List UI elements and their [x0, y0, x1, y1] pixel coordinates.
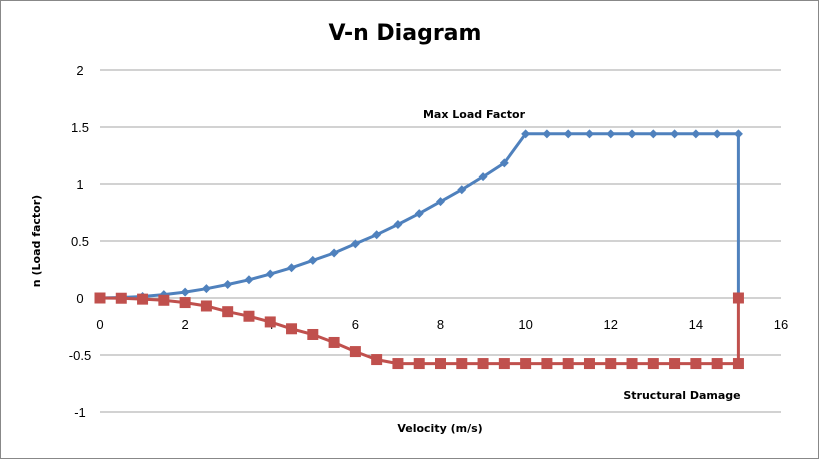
- data-point-negative: [307, 328, 319, 340]
- y-tick-label: 2: [76, 63, 83, 78]
- y-tick-label: 1.5: [71, 120, 89, 135]
- data-point-negative: [626, 358, 638, 370]
- data-point-positive: [648, 129, 658, 139]
- data-point-positive: [265, 269, 275, 279]
- data-point-negative: [541, 358, 553, 370]
- x-tick-label: 0: [96, 317, 103, 332]
- data-point-positive: [308, 255, 318, 265]
- data-point-negative: [328, 336, 340, 348]
- data-point-positive: [691, 129, 701, 139]
- data-point-positive: [244, 275, 254, 285]
- data-point-positive: [350, 239, 360, 249]
- data-point-positive: [733, 129, 743, 139]
- data-point-negative: [179, 297, 191, 309]
- data-point-negative: [732, 358, 744, 370]
- data-point-positive: [584, 129, 594, 139]
- data-point-negative: [711, 358, 723, 370]
- gridlines: [100, 69, 781, 413]
- x-tick-label: 10: [518, 317, 532, 332]
- y-tick-label: -1: [74, 405, 86, 420]
- x-tick-label: 12: [604, 317, 618, 332]
- data-point-negative: [583, 358, 595, 370]
- annotation-structural-damage: Structural Damage: [623, 389, 740, 402]
- data-point-positive: [670, 129, 680, 139]
- data-point-negative: [137, 293, 149, 305]
- data-point-positive: [436, 197, 445, 207]
- data-point-positive: [563, 129, 573, 139]
- annotation-max-load-factor: Max Load Factor: [423, 108, 526, 121]
- data-point-positive: [180, 287, 190, 297]
- data-point-negative: [520, 358, 532, 370]
- y-axis-label: n (Load factor): [30, 195, 43, 287]
- data-point-positive: [201, 284, 211, 294]
- data-point-negative: [222, 306, 234, 318]
- data-point-negative: [562, 358, 574, 370]
- data-point-negative: [732, 292, 744, 304]
- series-negative: [94, 292, 744, 370]
- data-point-negative: [371, 354, 383, 366]
- x-tick-label: 14: [689, 317, 703, 332]
- data-point-positive: [329, 248, 339, 258]
- data-point-negative: [498, 358, 510, 370]
- data-point-positive: [478, 172, 488, 182]
- y-tick-label: 0.5: [71, 234, 89, 249]
- data-point-positive: [627, 129, 637, 139]
- x-tick-label: 16: [774, 317, 788, 332]
- data-point-positive: [457, 185, 467, 195]
- data-point-negative: [413, 358, 425, 370]
- data-point-negative: [286, 323, 298, 335]
- data-point-negative: [243, 310, 255, 322]
- tick-labels: 024681012141621.510.50-0.5-1: [69, 63, 788, 420]
- y-tick-label: -0.5: [69, 348, 91, 363]
- y-tick-label: 0: [76, 291, 83, 306]
- data-point-positive: [372, 230, 382, 240]
- data-point-negative: [158, 294, 170, 306]
- data-point-positive: [223, 280, 233, 290]
- data-point-negative: [477, 358, 489, 370]
- data-point-negative: [647, 358, 659, 370]
- data-point-negative: [605, 358, 617, 370]
- data-point-positive: [393, 219, 403, 229]
- data-point-negative: [456, 358, 468, 370]
- data-point-positive: [499, 158, 509, 168]
- data-point-negative: [669, 358, 681, 370]
- x-tick-label: 2: [182, 317, 189, 332]
- data-point-negative: [435, 358, 446, 370]
- data-point-positive: [287, 263, 297, 273]
- data-point-negative: [349, 346, 361, 358]
- data-point-positive: [542, 129, 552, 139]
- y-tick-label: 1: [76, 177, 83, 192]
- series-positive: [95, 129, 743, 303]
- data-point-positive: [414, 209, 424, 219]
- data-point-negative: [200, 300, 212, 312]
- chart-title: V-n Diagram: [329, 21, 482, 46]
- data-point-negative: [392, 358, 404, 370]
- data-point-negative: [94, 292, 106, 304]
- data-point-positive: [521, 129, 531, 139]
- data-point-positive: [712, 129, 722, 139]
- data-point-negative: [115, 292, 127, 304]
- series-layer: [94, 129, 744, 370]
- x-tick-label: 6: [352, 317, 359, 332]
- x-tick-label: 8: [437, 317, 444, 332]
- data-point-negative: [690, 358, 702, 370]
- data-point-positive: [606, 129, 616, 139]
- x-axis-label: Velocity (m/s): [397, 422, 482, 435]
- data-point-negative: [264, 316, 276, 328]
